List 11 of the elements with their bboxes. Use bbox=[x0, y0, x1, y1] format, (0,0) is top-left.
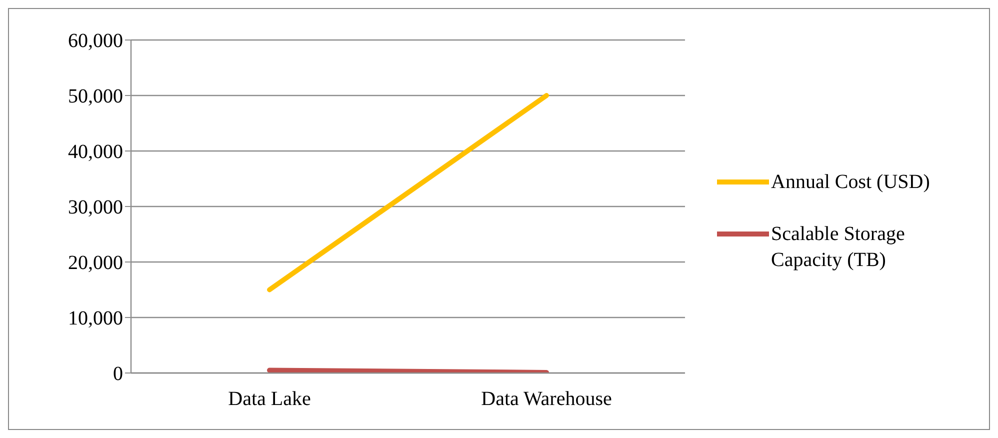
y-tick-label: 30,000 bbox=[68, 196, 123, 219]
y-tick-label: 20,000 bbox=[68, 252, 123, 274]
legend-label: Scalable Storage Capacity (TB) bbox=[771, 222, 906, 273]
y-tick-label: 40,000 bbox=[68, 141, 123, 164]
x-tick-label: Data Lake bbox=[228, 388, 311, 410]
y-tick-label: 50,000 bbox=[68, 86, 123, 108]
x-tick-label: Data Warehouse bbox=[481, 388, 612, 410]
y-tick-label: 10,000 bbox=[68, 308, 123, 330]
y-tick-label: 0 bbox=[113, 363, 123, 386]
legend-label: Annual Cost (USD) bbox=[771, 170, 931, 195]
y-tick-label: 60,000 bbox=[68, 30, 123, 52]
